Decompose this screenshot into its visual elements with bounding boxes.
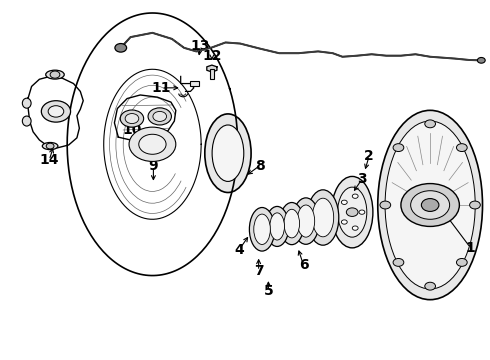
Ellipse shape — [270, 213, 285, 240]
Circle shape — [120, 110, 144, 127]
Circle shape — [50, 71, 60, 78]
Text: 7: 7 — [254, 264, 264, 278]
Ellipse shape — [284, 209, 299, 238]
Circle shape — [153, 111, 167, 121]
Circle shape — [342, 200, 347, 204]
Circle shape — [401, 184, 460, 226]
Text: 4: 4 — [234, 243, 244, 257]
Ellipse shape — [280, 203, 304, 245]
Ellipse shape — [307, 190, 339, 245]
Circle shape — [425, 120, 436, 128]
Text: 1: 1 — [466, 241, 475, 255]
Circle shape — [139, 134, 166, 154]
Circle shape — [115, 44, 126, 52]
Ellipse shape — [254, 214, 270, 244]
Circle shape — [352, 226, 358, 230]
Ellipse shape — [23, 116, 31, 126]
Ellipse shape — [266, 206, 289, 247]
Text: 6: 6 — [298, 258, 308, 272]
Ellipse shape — [385, 121, 475, 289]
Ellipse shape — [23, 98, 31, 108]
Text: 14: 14 — [39, 153, 59, 167]
Circle shape — [148, 108, 171, 125]
Circle shape — [457, 144, 467, 152]
Text: 11: 11 — [151, 81, 171, 95]
Circle shape — [411, 191, 450, 219]
Circle shape — [342, 220, 347, 224]
Circle shape — [352, 194, 358, 198]
Ellipse shape — [212, 125, 244, 181]
Text: 3: 3 — [357, 172, 367, 186]
Circle shape — [48, 106, 64, 117]
Circle shape — [125, 113, 139, 123]
Circle shape — [425, 282, 436, 290]
Text: 10: 10 — [122, 123, 142, 137]
Text: 9: 9 — [148, 159, 158, 173]
Circle shape — [129, 127, 176, 161]
Ellipse shape — [312, 198, 334, 237]
Circle shape — [477, 58, 485, 63]
Ellipse shape — [205, 114, 251, 193]
Text: 8: 8 — [255, 159, 265, 173]
Circle shape — [421, 199, 439, 211]
Text: 5: 5 — [264, 284, 273, 298]
Circle shape — [359, 210, 365, 214]
Ellipse shape — [338, 187, 367, 237]
Polygon shape — [207, 65, 217, 72]
Circle shape — [393, 144, 404, 152]
Ellipse shape — [249, 207, 275, 251]
Ellipse shape — [293, 198, 319, 244]
Circle shape — [393, 258, 404, 266]
Ellipse shape — [331, 176, 373, 248]
Bar — [191, 81, 199, 86]
Text: 12: 12 — [202, 49, 221, 63]
Ellipse shape — [42, 143, 58, 150]
Circle shape — [346, 208, 358, 216]
Circle shape — [46, 143, 54, 149]
Ellipse shape — [46, 70, 64, 79]
Circle shape — [457, 258, 467, 266]
Circle shape — [469, 201, 480, 209]
Bar — [210, 68, 214, 78]
Circle shape — [380, 201, 391, 209]
Text: 2: 2 — [365, 149, 374, 163]
Ellipse shape — [378, 111, 483, 300]
Text: 13: 13 — [191, 39, 210, 53]
Circle shape — [41, 101, 71, 122]
Ellipse shape — [297, 205, 315, 237]
